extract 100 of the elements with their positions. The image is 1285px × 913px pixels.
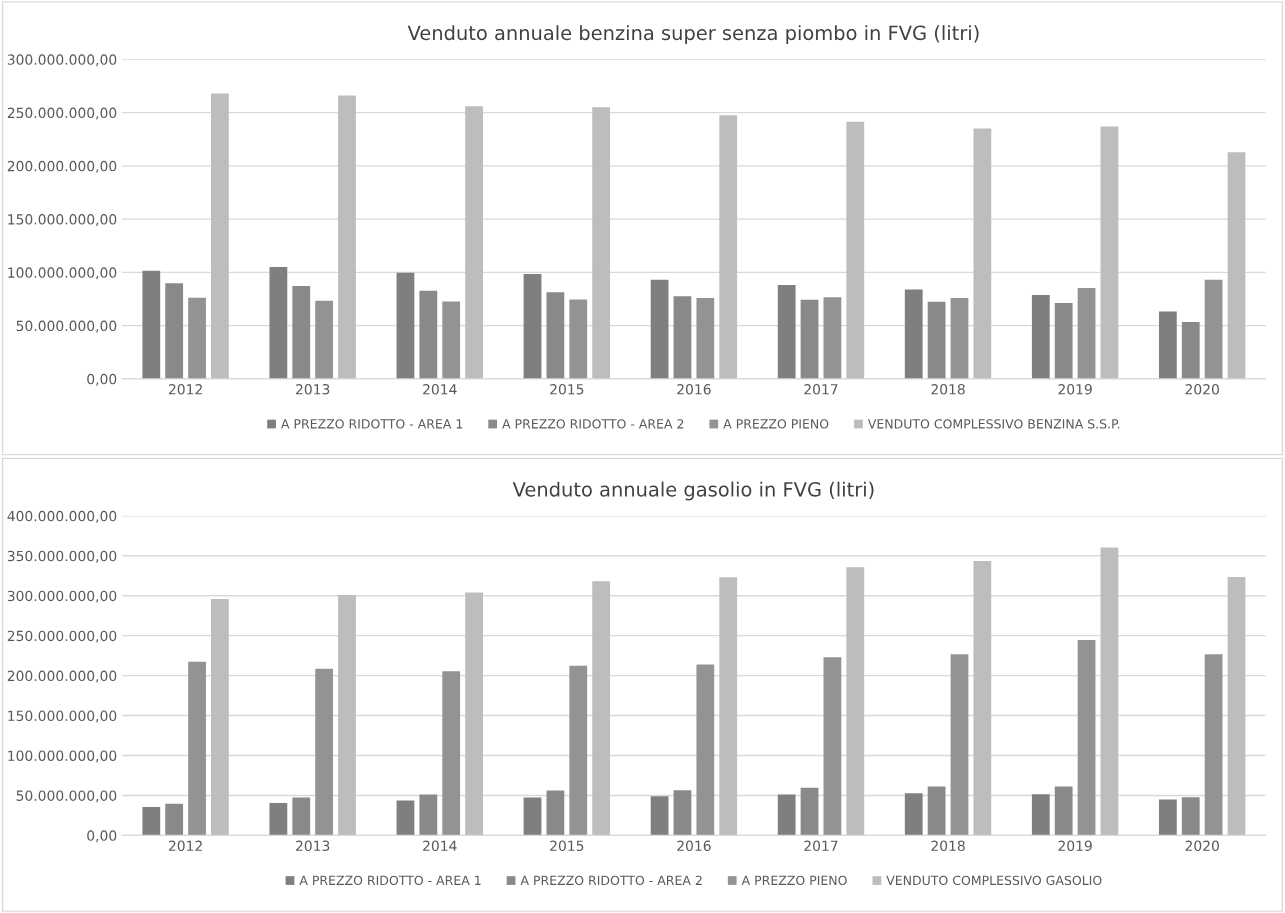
bar [142, 807, 161, 836]
bar [1227, 152, 1246, 379]
x-tick-label: 2014 [423, 384, 457, 395]
bar [188, 297, 206, 379]
x-tick-label: 2017 [804, 840, 838, 852]
x-tick-label: 2016 [677, 840, 711, 852]
bar [1204, 654, 1223, 836]
x-tick-label: 2017 [804, 384, 838, 395]
x-tick-label: 2018 [931, 384, 965, 395]
legend-label: A PREZZO RIDOTTO - AREA 1 [281, 419, 463, 429]
bar [777, 794, 796, 836]
y-tick-label: 250.000.000,00 [7, 107, 117, 120]
x-tick-label: 2015 [550, 384, 584, 395]
bar [315, 668, 334, 836]
y-tick-label: 350.000.000,00 [7, 550, 117, 563]
bar [569, 665, 588, 836]
bar [592, 107, 611, 379]
bar [904, 793, 923, 836]
bar [338, 95, 356, 379]
legend-label: A PREZZO RIDOTTO - AREA 1 [299, 875, 481, 886]
bar [973, 128, 992, 379]
x-tick-label: 2013 [296, 840, 330, 852]
bar [650, 796, 669, 836]
bar [719, 577, 738, 836]
legend-label: A PREZZO RIDOTTO - AREA 2 [502, 419, 684, 429]
bar [1204, 279, 1223, 379]
bar [338, 594, 356, 836]
bar [1181, 797, 1200, 836]
chart-title: Venduto annuale benzina super senza piombo in FVG (litri) [407, 25, 979, 44]
y-tick-label: 50.000.000,00 [16, 320, 117, 333]
bar [1054, 303, 1073, 379]
y-tick-label: 300.000.000,00 [7, 590, 117, 603]
bar [546, 790, 565, 836]
bar [269, 267, 288, 379]
x-tick-label: 2012 [168, 840, 202, 852]
y-tick-label: 0,00 [87, 830, 117, 843]
bar [1077, 287, 1096, 379]
bar [396, 272, 415, 379]
y-tick-label: 300.000.000,00 [7, 54, 117, 67]
bar [165, 803, 184, 836]
bar [188, 661, 206, 836]
bar [292, 286, 311, 379]
bar [523, 274, 542, 379]
bar [465, 592, 483, 836]
x-tick-label: 2016 [677, 384, 711, 395]
bar [419, 794, 438, 836]
y-tick-label: 0,00 [87, 373, 117, 386]
bar [442, 671, 461, 836]
bar [211, 93, 229, 379]
y-tick-label: 150.000.000,00 [8, 214, 117, 227]
x-tick-label: 2012 [168, 384, 202, 395]
bar [719, 115, 738, 379]
bar [823, 297, 842, 379]
bar [592, 581, 611, 836]
y-tick-label: 200.000.000,00 [7, 160, 117, 173]
bar [523, 797, 542, 836]
bar [569, 299, 588, 379]
legend-label: A PREZZO PIENO [741, 875, 847, 886]
bar [396, 800, 415, 836]
bar [1031, 794, 1050, 836]
bar [1181, 322, 1200, 379]
bar [465, 106, 483, 379]
bar [950, 654, 969, 836]
bar [673, 790, 692, 836]
bar [650, 279, 669, 379]
y-tick-label: 150.000.000,00 [8, 710, 117, 723]
bar [1031, 295, 1050, 379]
y-tick-label: 100.000.000,00 [8, 267, 117, 280]
bar [1054, 786, 1073, 836]
bar [846, 121, 865, 379]
legend-label: A PREZZO RIDOTTO - AREA 2 [520, 875, 702, 886]
bar [211, 598, 229, 836]
bar [927, 301, 946, 379]
bar [142, 270, 161, 379]
bar [973, 560, 992, 836]
bar [823, 657, 842, 836]
bar [1227, 576, 1246, 836]
bar [696, 297, 715, 379]
bar [800, 787, 819, 836]
bar [904, 289, 923, 379]
bar [846, 567, 865, 836]
bar [950, 297, 969, 379]
x-tick-label: 2019 [1058, 840, 1092, 852]
legend-label: A PREZZO PIENO [723, 419, 829, 429]
chart-title: Venduto annuale gasolio in FVG (litri) [512, 481, 874, 501]
legend-label: VENDUTO COMPLESSIVO BENZINA S.S.P. [867, 419, 1120, 429]
bar [927, 786, 946, 836]
bar [442, 301, 461, 379]
y-tick-label: 50.000.000,00 [16, 790, 117, 803]
x-tick-label: 2020 [1185, 840, 1219, 852]
legend-label: VENDUTO COMPLESSIVO GASOLIO [886, 875, 1102, 886]
bar [546, 292, 565, 379]
bar [673, 296, 692, 379]
bar [696, 664, 715, 836]
bar [292, 797, 311, 836]
bar [777, 284, 796, 379]
bar [1158, 799, 1177, 836]
bar [800, 299, 819, 379]
x-tick-label: 2019 [1058, 384, 1092, 395]
bar [165, 283, 184, 379]
